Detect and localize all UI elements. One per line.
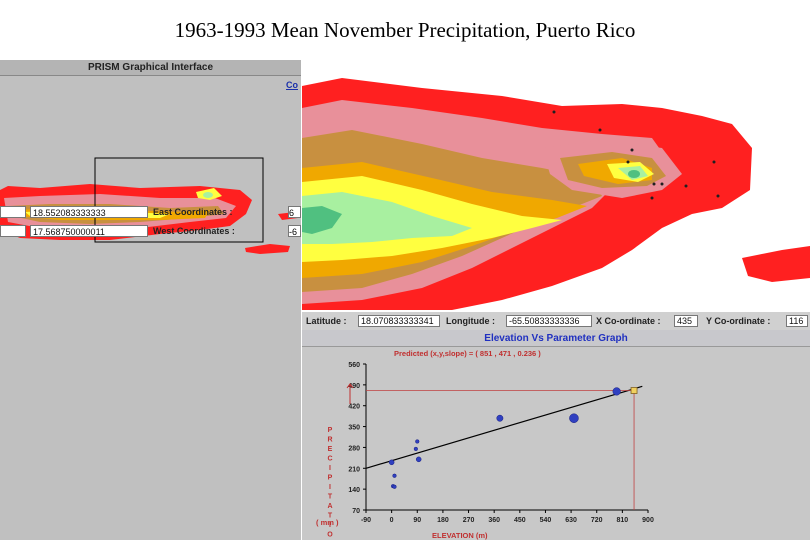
- precipitation-map[interactable]: [302, 78, 810, 310]
- elevation-precipitation-chart: Predicted (x,y,slope) = ( 851 , 471 , 0.…: [316, 349, 654, 540]
- longitude-label: Longitude :: [446, 316, 495, 326]
- west-coordinates-row: 17.568750000011 West Coordinates : -6: [0, 225, 301, 239]
- east-coord-right-field[interactable]: 6: [288, 206, 301, 218]
- west-coordinates-input[interactable]: 17.568750000011: [30, 225, 148, 237]
- x-tick-label: 450: [514, 517, 526, 524]
- data-point: [392, 473, 397, 478]
- y-coordinate-label: Y Co-ordinate :: [706, 316, 771, 326]
- data-point: [415, 456, 422, 463]
- west-coord-right-field[interactable]: -6: [288, 225, 301, 237]
- data-point: [388, 459, 395, 466]
- prism-interface-panel: PRISM Graphical Interface Co 18.55208333…: [0, 60, 301, 540]
- y-axis-label-letter: E: [328, 446, 333, 453]
- y-axis-label-letter: T: [328, 513, 333, 520]
- y-axis-arrow: [346, 383, 354, 404]
- x-axis-label: ELEVATION (m): [432, 531, 488, 540]
- prism-window-title: PRISM Graphical Interface: [0, 60, 301, 76]
- y-coordinate-field[interactable]: 116: [786, 315, 808, 327]
- y-axis-label-letter: I: [329, 522, 331, 529]
- east-coordinates-input[interactable]: 18.552083333333: [30, 206, 148, 218]
- x-tick-label: -90: [361, 517, 371, 524]
- y-axis-label-letter: T: [328, 494, 333, 501]
- x-tick-label: 0: [390, 517, 394, 524]
- x-tick-label: 720: [591, 517, 603, 524]
- regression-line: [365, 385, 643, 469]
- overview-vieques: [245, 244, 290, 254]
- y-axis-label-letter: C: [327, 456, 332, 463]
- y-axis-label-letter: P: [328, 475, 333, 482]
- slide-title: 1963-1993 Mean November Precipitation, P…: [174, 18, 636, 42]
- y-axis-label-letter: I: [329, 465, 331, 472]
- east-coordinates-row: 18.552083333333 East Coordinates : 6: [0, 206, 301, 220]
- y-axis-unit: ( mm ): [316, 518, 339, 527]
- coordinates-link[interactable]: Co: [286, 80, 298, 90]
- y-axis-label-letter: P: [328, 427, 333, 434]
- station-markers: [552, 110, 720, 200]
- y-tick-label: 420: [348, 404, 360, 411]
- latitude-label: Latitude :: [306, 316, 347, 326]
- data-point: [392, 484, 397, 489]
- east-coord-left-field[interactable]: [0, 206, 26, 218]
- x-tick-label: 540: [540, 517, 552, 524]
- east-coordinates-label: East Coordinates :: [153, 207, 233, 217]
- map-east-ridge-teal: [628, 170, 640, 178]
- y-axis-label-letter: R: [327, 437, 332, 444]
- x-tick-label: 360: [488, 517, 500, 524]
- map-zone-lightgreen: [302, 192, 472, 244]
- longitude-field[interactable]: -65.50833333336: [506, 315, 592, 327]
- map-vieques: [742, 246, 810, 282]
- y-tick-label: 490: [348, 383, 360, 390]
- x-tick-label: 810: [617, 517, 629, 524]
- x-tick-label: 90: [413, 517, 421, 524]
- predicted-point: [630, 387, 638, 394]
- elevation-graph-panel: Elevation Vs Parameter Graph Predicted (…: [302, 330, 810, 540]
- data-point: [496, 414, 504, 422]
- data-point: [415, 439, 420, 444]
- predicted-annotation: Predicted (x,y,slope) = ( 851 , 471 , 0.…: [394, 349, 541, 358]
- x-tick-label: 270: [463, 517, 475, 524]
- y-axis-label-letter: I: [329, 484, 331, 491]
- graph-title: Elevation Vs Parameter Graph: [484, 333, 628, 344]
- map-zone-teal: [302, 206, 342, 234]
- y-tick-label: 70: [352, 508, 360, 515]
- x-coordinate-field[interactable]: 435: [674, 315, 698, 327]
- data-point: [569, 413, 579, 423]
- x-tick-label: 900: [642, 517, 654, 524]
- y-tick-label: 140: [348, 487, 360, 494]
- x-tick-label: 630: [565, 517, 577, 524]
- west-coord-left-field[interactable]: [0, 225, 26, 237]
- zoom-selection-box: [94, 157, 264, 243]
- y-tick-label: 280: [348, 445, 360, 452]
- y-axis-label-letter: A: [327, 503, 332, 510]
- x-tick-label: 180: [437, 517, 449, 524]
- y-tick-label: 350: [348, 425, 360, 432]
- latitude-field[interactable]: 18.070833333341: [358, 315, 440, 327]
- coordinate-status-bar: Latitude : 18.070833333341 Longitude : -…: [302, 312, 810, 330]
- data-point: [413, 446, 418, 452]
- y-axis-label-letter: O: [327, 532, 333, 539]
- data-point: [612, 387, 621, 396]
- overview-map[interactable]: [0, 148, 301, 258]
- x-coordinate-label: X Co-ordinate :: [596, 316, 661, 326]
- y-tick-label: 210: [348, 466, 360, 473]
- y-tick-label: 560: [348, 362, 360, 369]
- west-coordinates-label: West Coordinates :: [153, 226, 235, 236]
- graph-title-bar: [302, 330, 810, 347]
